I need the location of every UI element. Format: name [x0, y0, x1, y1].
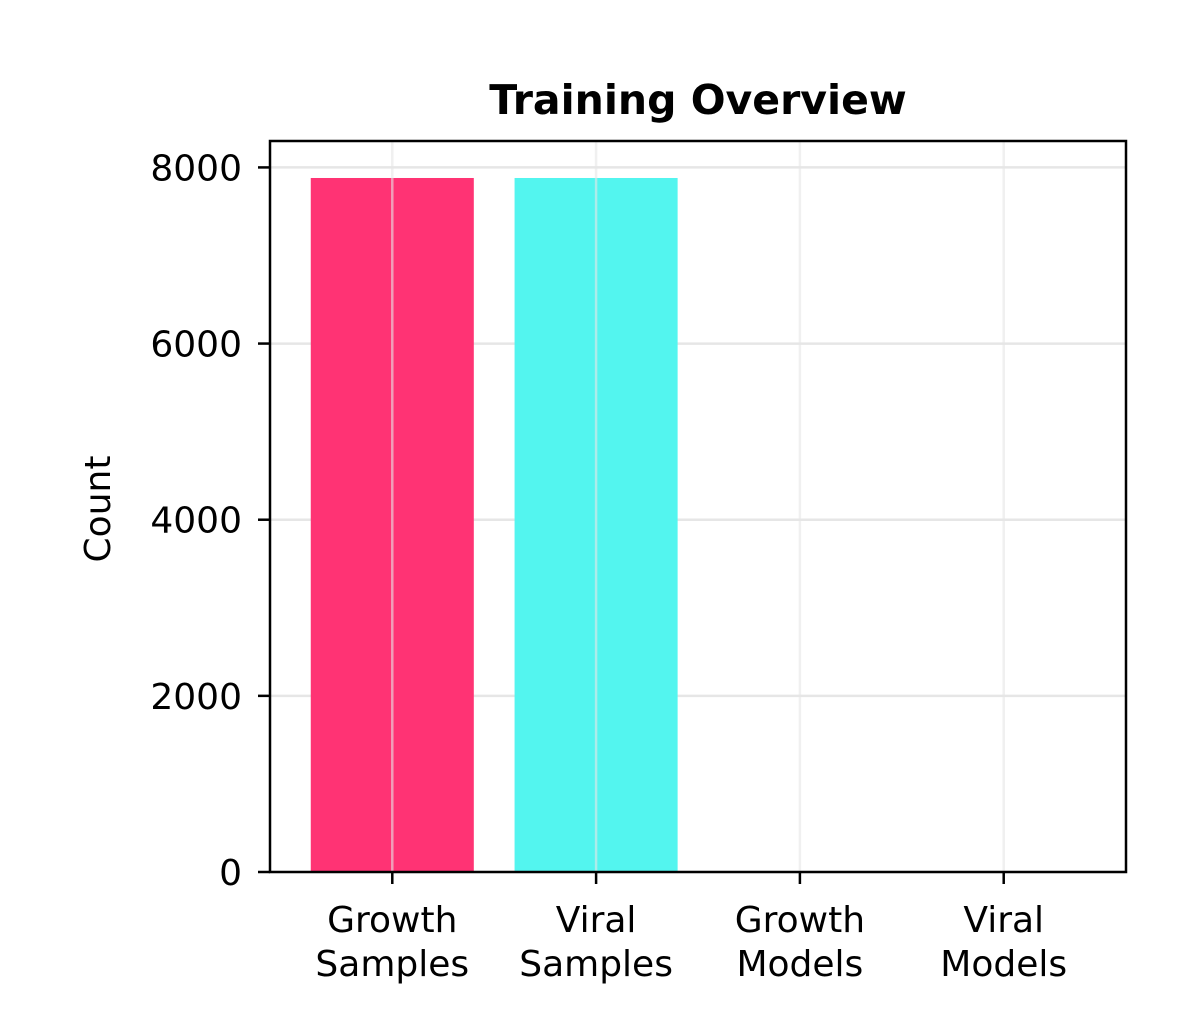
x-tick-label: Growth Samples — [315, 900, 469, 985]
y-tick-label: 8000 — [150, 148, 242, 189]
x-axis: Growth Samples Viral Samples Growth Models Vir… — [315, 872, 1067, 985]
bar-layer — [310, 177, 678, 872]
y-tick-label: 2000 — [150, 677, 242, 718]
y-tick-label: 6000 — [150, 325, 242, 366]
vertical-grid-layer — [391, 141, 1005, 872]
y-tick-label: 0 — [219, 853, 242, 894]
y-axis-label: Count — [78, 456, 119, 563]
x-tick-label: Viral Samples — [519, 900, 673, 985]
chart-title: Training Overview — [489, 76, 907, 124]
plot-frame — [268, 139, 1128, 874]
y-tick-label: 4000 — [150, 501, 242, 542]
y-axis: 0 2000 4000 6000 8000 — [150, 148, 270, 894]
x-tick-label: Viral Models — [940, 900, 1067, 985]
x-tick-label: Growth Models — [735, 900, 865, 985]
